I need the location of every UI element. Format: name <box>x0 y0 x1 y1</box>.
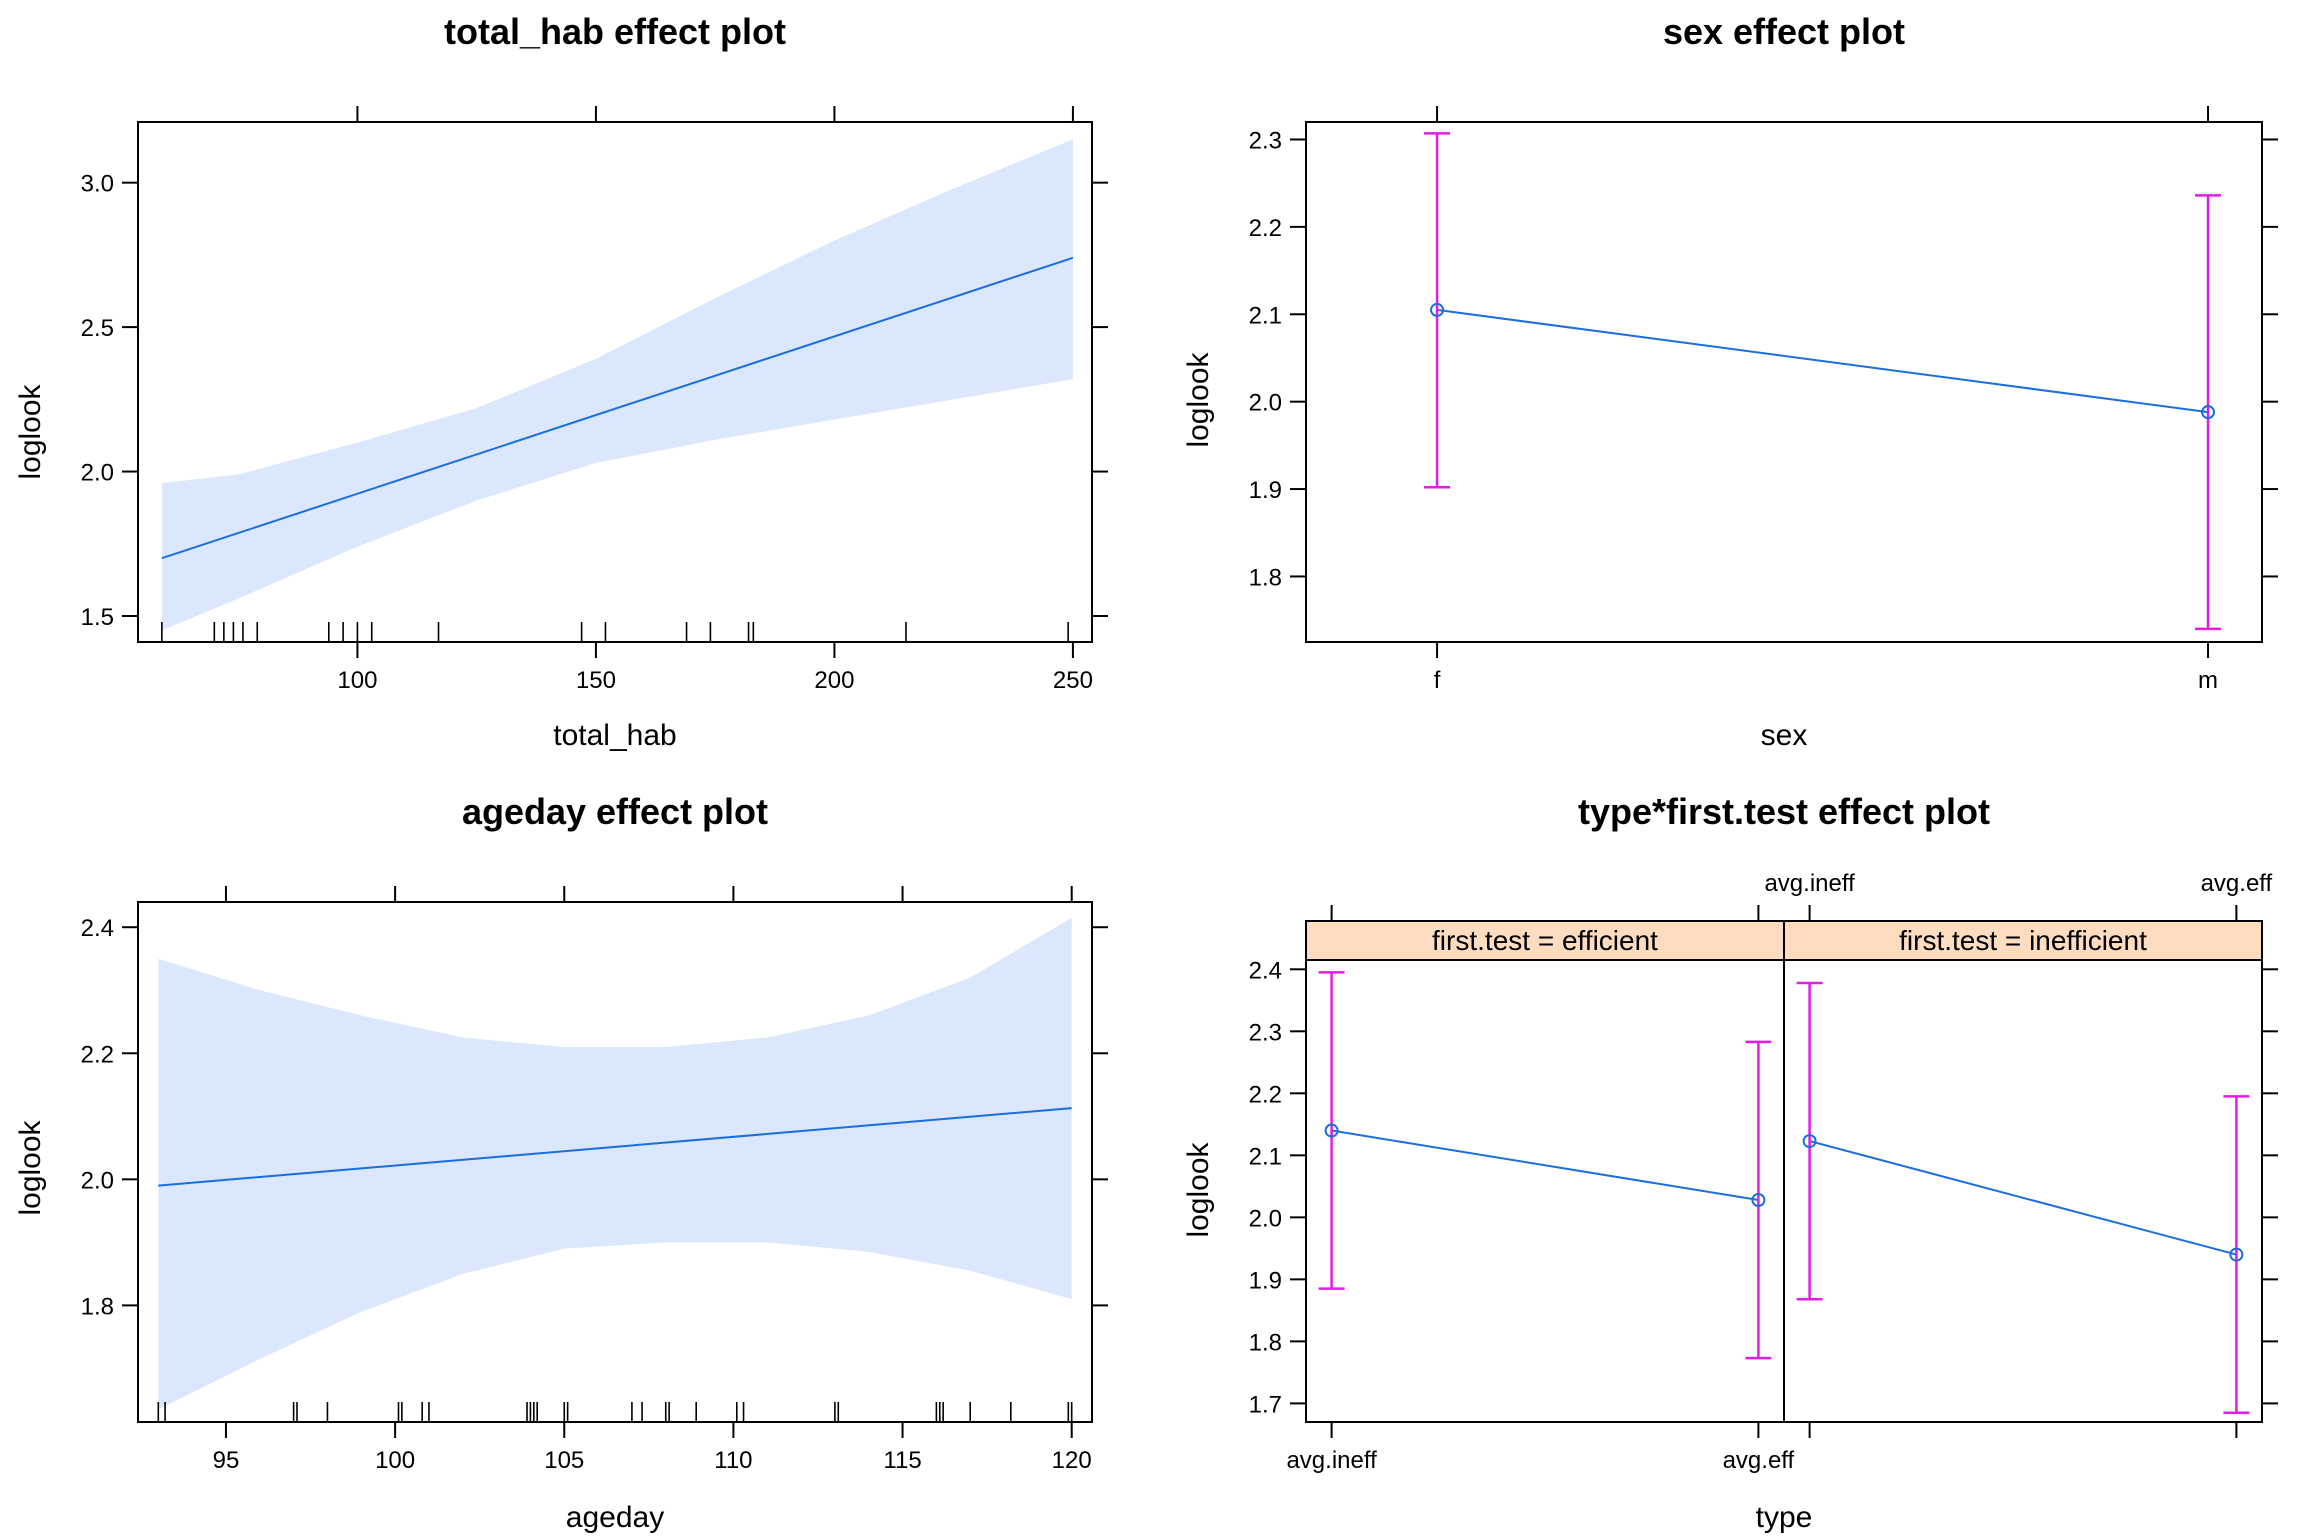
sex-ytick-label: 2.3 <box>1249 127 1282 154</box>
sex-ytick-label: 2.1 <box>1249 302 1282 329</box>
type_first_test-effect-line <box>1331 1129 1759 1201</box>
total_hab-ytick-label: 2.5 <box>81 315 114 342</box>
total_hab-xlabel: total_hab <box>553 719 676 752</box>
sex-frame <box>1305 121 2263 643</box>
ageday-panel: 95 100 105 110 115 120 1.8 2.0 2.2 2.4 ageday effe… <box>14 791 1108 1534</box>
type_first_test-estimate-point <box>2229 1247 2244 1262</box>
ageday-xtick-label: 95 <box>213 1447 240 1474</box>
type_first_test-xtick-label-top: avg.eff <box>2201 870 2273 897</box>
type_first_test-title: type*first.test effect plot <box>1578 791 1990 832</box>
ageday-xlabel: ageday <box>566 1501 664 1534</box>
sex-ytick-label: 1.9 <box>1249 477 1282 504</box>
type_first_test-estimate-point <box>1802 1134 1817 1149</box>
type_first_test-ytick-label: 2.3 <box>1249 1019 1282 1046</box>
type_first_test-ytick-label: 1.9 <box>1249 1267 1282 1294</box>
total_hab-ytick-label: 3.0 <box>81 171 114 198</box>
sex-xtick-label: f <box>1434 667 1441 694</box>
total_hab-xtick-label: 150 <box>576 667 616 694</box>
sex-estimate-point <box>2201 405 2216 420</box>
total_hab-ytick-label: 1.5 <box>81 604 114 631</box>
ageday-confidence-band <box>158 917 1072 1410</box>
type_first_test-ytick-label: 2.4 <box>1249 957 1282 984</box>
sex-ytick-label: 1.8 <box>1249 564 1282 591</box>
total_hab-fit-line <box>161 256 1074 560</box>
type_first_test-ytick-label: 2.0 <box>1249 1205 1282 1232</box>
type_first_test-strip-label: first.test = efficient <box>1432 925 1658 956</box>
type_first_test-ylabel: loglook <box>1182 1141 1215 1237</box>
sex-panel: f m 1.8 1.9 2.0 2.1 2.2 2.3 sex effect plot sex lo… <box>1182 11 2278 752</box>
type_first_test-ytick-label: 2.1 <box>1249 1143 1282 1170</box>
sex-xtick-label: m <box>2198 667 2218 694</box>
type_first_test-ytick-label: 2.2 <box>1249 1081 1282 1108</box>
ageday-xtick-label: 105 <box>544 1447 584 1474</box>
ageday-ytick-label: 2.0 <box>81 1167 114 1194</box>
total_hab-panel: 100 150 200 250 1.5 2.0 2.5 3.0 total_hab effect… <box>14 11 1108 752</box>
ageday-xtick-label: 110 <box>714 1447 752 1474</box>
ageday-xtick-label: 115 <box>883 1447 921 1474</box>
type_first_test-effect-line <box>1809 1140 2237 1256</box>
total_hab-frame <box>137 121 1093 643</box>
type_first_test-ytick-label: 1.7 <box>1249 1391 1282 1418</box>
ageday-ylabel: loglook <box>14 1119 47 1215</box>
type_first_test-estimate-point <box>1324 1123 1339 1138</box>
total_hab-title: total_hab effect plot <box>444 11 786 52</box>
ageday-title: ageday effect plot <box>462 791 768 832</box>
sex-estimate-point <box>1430 302 1445 317</box>
type_first_test-strip <box>1783 920 2263 961</box>
sex-effect-line <box>1436 308 2209 414</box>
type_first_test-subpanel: first.test = inefficient avg.ineff avg.eff <box>1764 870 2273 1438</box>
ageday-fit-line <box>158 1107 1072 1187</box>
sex-ylabel: loglook <box>1182 351 1215 447</box>
type_first_test-subpanel: first.test = efficient avg.ineff avg.eff <box>1286 905 1795 1474</box>
ageday-xtick-label: 100 <box>375 1447 415 1474</box>
type_first_test-frame <box>1305 959 1785 1423</box>
total_hab-xtick-label: 200 <box>814 667 854 694</box>
type_first_test-strip-label: first.test = inefficient <box>1899 925 2147 956</box>
type_first_test-xtick-label: avg.ineff <box>1286 1447 1377 1474</box>
type_first_test-xtick-label-top: avg.ineff <box>1764 870 1855 897</box>
ageday-ytick-label: 2.4 <box>81 915 114 942</box>
ageday-frame <box>137 901 1093 1423</box>
type_first_test-xtick-label: avg.eff <box>1723 1447 1795 1474</box>
total_hab-ytick-label: 2.0 <box>81 460 114 487</box>
type_first_test-xlabel: type <box>1756 1501 1813 1534</box>
type_first_test-ytick-label: 1.8 <box>1249 1329 1282 1356</box>
sex-ytick-label: 2.0 <box>1249 390 1282 417</box>
sex-ytick-label: 2.2 <box>1249 215 1282 242</box>
sex-xlabel: sex <box>1761 719 1808 752</box>
ageday-ytick-label: 1.8 <box>81 1293 114 1320</box>
sex-title: sex effect plot <box>1663 11 1905 52</box>
total_hab-xtick-label: 250 <box>1053 667 1093 694</box>
type_first_test-frame <box>1783 959 2263 1423</box>
total_hab-confidence-band <box>161 139 1073 631</box>
total_hab-ylabel: loglook <box>14 383 47 479</box>
ageday-xtick-label: 120 <box>1052 1447 1092 1474</box>
ageday-ytick-label: 2.2 <box>81 1041 114 1068</box>
type_first_test-estimate-point <box>1751 1192 1766 1207</box>
total_hab-xtick-label: 100 <box>337 667 377 694</box>
type_first_test-strip <box>1305 920 1785 961</box>
